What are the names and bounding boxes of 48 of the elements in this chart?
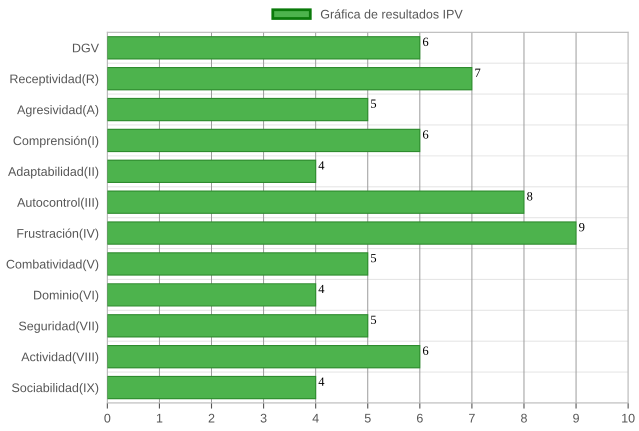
bar (107, 98, 368, 122)
x-tick-label: 5 (364, 414, 371, 423)
y-tick-label: Receptividad(R) (10, 74, 98, 86)
data-label: 4 (318, 161, 324, 170)
data-label: 9 (579, 222, 584, 232)
data-label: 6 (422, 38, 428, 46)
data-label: 5 (371, 254, 376, 262)
y-tick-label: Actividad(VIII) (21, 352, 98, 364)
bar (107, 36, 420, 60)
bar (107, 344, 420, 368)
data-label: 4 (318, 284, 324, 294)
x-tick-label: 6 (416, 414, 423, 423)
x-tick-label: 9 (573, 414, 579, 423)
x-tick-label: 3 (260, 414, 267, 423)
x-tick-label: 10 (622, 414, 635, 423)
data-label: 5 (371, 100, 376, 108)
data-label: 6 (422, 346, 428, 355)
legend-label: Gráfica de resultados IPV (320, 9, 463, 19)
x-tick-label: 8 (521, 414, 527, 423)
bar (107, 283, 316, 307)
data-label: 7 (475, 68, 480, 77)
x-tick-label: 1 (156, 414, 162, 422)
y-tick-label: Combatividad(V) (6, 259, 98, 272)
data-label: 6 (422, 130, 428, 139)
bar (107, 66, 472, 90)
y-tick-label: Dominio(VI) (34, 290, 98, 302)
bar (107, 221, 577, 245)
x-tick-label: 2 (208, 414, 214, 422)
y-tick-label: Frustración(IV) (17, 228, 98, 240)
x-tick-label: 7 (469, 414, 475, 422)
y-tick-label: Seguridad(VII) (18, 321, 98, 333)
y-tick-label: Autocontrol(III) (17, 198, 98, 210)
bar (107, 128, 420, 152)
bar (107, 252, 368, 276)
y-tick-label: DGV (72, 44, 99, 52)
y-tick-label: Adaptabilidad(II) (8, 166, 98, 178)
data-label: 5 (371, 316, 376, 324)
bar (107, 190, 525, 214)
bar (107, 314, 368, 338)
x-tick-label: 4 (312, 414, 319, 422)
y-tick-label: Agresividad(A) (17, 105, 98, 117)
data-label: 4 (318, 377, 324, 386)
bar (107, 160, 316, 183)
y-tick-label: Sociabilidad(IX) (12, 383, 98, 395)
data-label: 8 (527, 192, 532, 201)
y-tick-label: Comprensión(I) (14, 136, 98, 148)
bar (107, 376, 316, 400)
x-tick-label: 0 (104, 414, 110, 423)
